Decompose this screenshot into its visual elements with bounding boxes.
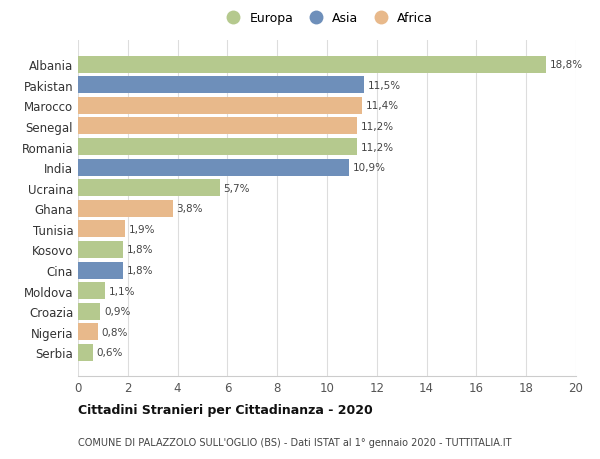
Bar xyxy=(78,159,349,176)
Text: 0,8%: 0,8% xyxy=(101,327,128,337)
Text: 0,6%: 0,6% xyxy=(97,348,123,358)
Text: 1,8%: 1,8% xyxy=(127,265,153,275)
Text: 11,4%: 11,4% xyxy=(365,101,399,111)
Text: 0,9%: 0,9% xyxy=(104,307,131,317)
Text: 3,8%: 3,8% xyxy=(176,204,203,214)
Bar xyxy=(78,118,357,135)
Bar xyxy=(78,139,357,156)
Text: 11,2%: 11,2% xyxy=(361,122,394,132)
Text: Cittadini Stranieri per Cittadinanza - 2020: Cittadini Stranieri per Cittadinanza - 2… xyxy=(78,403,373,416)
Bar xyxy=(78,180,220,197)
Bar xyxy=(78,98,362,114)
Bar xyxy=(78,303,100,320)
Text: 1,1%: 1,1% xyxy=(109,286,136,296)
Legend: Europa, Asia, Africa: Europa, Asia, Africa xyxy=(216,7,438,30)
Text: COMUNE DI PALAZZOLO SULL'OGLIO (BS) - Dati ISTAT al 1° gennaio 2020 - TUTTITALIA: COMUNE DI PALAZZOLO SULL'OGLIO (BS) - Da… xyxy=(78,437,511,447)
Bar xyxy=(78,201,173,217)
Bar xyxy=(78,221,125,238)
Text: 10,9%: 10,9% xyxy=(353,163,386,173)
Text: 1,8%: 1,8% xyxy=(127,245,153,255)
Bar xyxy=(78,77,364,94)
Text: 1,9%: 1,9% xyxy=(129,224,155,235)
Bar xyxy=(78,262,123,279)
Text: 11,5%: 11,5% xyxy=(368,80,401,90)
Bar xyxy=(78,283,106,299)
Bar xyxy=(78,56,546,73)
Bar xyxy=(78,324,98,341)
Text: 11,2%: 11,2% xyxy=(361,142,394,152)
Bar xyxy=(78,241,123,258)
Text: 18,8%: 18,8% xyxy=(550,60,583,70)
Text: 5,7%: 5,7% xyxy=(224,183,250,193)
Bar xyxy=(78,344,93,361)
